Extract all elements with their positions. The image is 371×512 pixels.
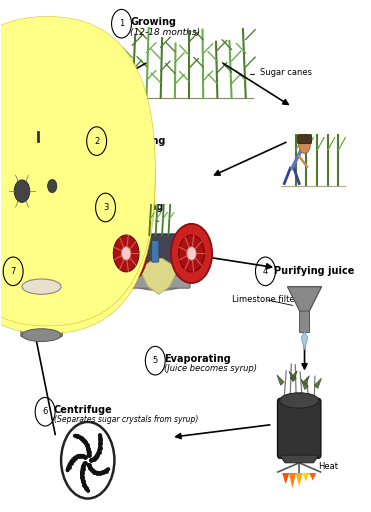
- FancyBboxPatch shape: [21, 285, 62, 337]
- Circle shape: [171, 224, 212, 283]
- Polygon shape: [302, 376, 309, 386]
- Polygon shape: [280, 455, 319, 463]
- FancyBboxPatch shape: [30, 144, 46, 162]
- Ellipse shape: [280, 393, 319, 408]
- Polygon shape: [288, 287, 322, 312]
- Ellipse shape: [22, 279, 61, 294]
- Circle shape: [122, 247, 131, 260]
- Text: 3: 3: [103, 203, 108, 212]
- Circle shape: [14, 180, 30, 202]
- Text: (Juice becomes syrup): (Juice becomes syrup): [164, 365, 257, 373]
- Text: (12-18 months): (12-18 months): [130, 28, 201, 37]
- Text: Sugar canes: Sugar canes: [102, 210, 159, 221]
- Circle shape: [61, 422, 114, 499]
- FancyBboxPatch shape: [58, 162, 71, 186]
- FancyBboxPatch shape: [0, 24, 155, 334]
- FancyBboxPatch shape: [298, 135, 312, 144]
- Polygon shape: [290, 371, 297, 381]
- Text: 4: 4: [263, 267, 268, 276]
- Polygon shape: [302, 473, 309, 481]
- FancyBboxPatch shape: [299, 311, 309, 333]
- Ellipse shape: [22, 329, 61, 342]
- Polygon shape: [314, 378, 321, 389]
- Circle shape: [179, 235, 204, 272]
- FancyBboxPatch shape: [6, 154, 49, 187]
- Polygon shape: [301, 332, 308, 350]
- Text: Heat: Heat: [318, 462, 338, 472]
- Circle shape: [44, 174, 61, 198]
- Circle shape: [47, 179, 57, 193]
- Text: Harvesting: Harvesting: [105, 136, 166, 146]
- Text: Limestone filter: Limestone filter: [232, 295, 298, 306]
- FancyBboxPatch shape: [26, 137, 48, 166]
- Circle shape: [9, 172, 36, 210]
- Circle shape: [114, 235, 139, 272]
- Polygon shape: [139, 259, 178, 294]
- Polygon shape: [301, 379, 308, 390]
- FancyBboxPatch shape: [140, 234, 177, 275]
- Text: 1: 1: [119, 19, 124, 28]
- Circle shape: [105, 224, 147, 283]
- Text: 6: 6: [42, 407, 48, 416]
- Text: 7: 7: [10, 267, 16, 276]
- Text: Juice: Juice: [104, 271, 132, 280]
- Text: Purifying juice: Purifying juice: [274, 266, 355, 276]
- Polygon shape: [289, 371, 296, 381]
- Polygon shape: [309, 473, 316, 481]
- Circle shape: [299, 137, 310, 154]
- FancyBboxPatch shape: [152, 241, 159, 262]
- FancyBboxPatch shape: [278, 398, 321, 458]
- Text: Growing: Growing: [130, 16, 176, 27]
- Text: 5: 5: [152, 356, 158, 365]
- Text: Sugar canes: Sugar canes: [250, 68, 312, 77]
- Text: Centrifuge: Centrifuge: [54, 404, 113, 415]
- Text: (Separates sugar crystals from syrup): (Separates sugar crystals from syrup): [54, 415, 198, 424]
- Polygon shape: [296, 473, 303, 486]
- Text: Crushing: Crushing: [114, 202, 164, 212]
- Text: Sugar: Sugar: [53, 267, 91, 282]
- Circle shape: [187, 247, 196, 260]
- Text: Drying and cooling: Drying and cooling: [22, 266, 126, 276]
- Polygon shape: [277, 375, 284, 385]
- FancyBboxPatch shape: [128, 270, 190, 288]
- FancyBboxPatch shape: [0, 16, 155, 326]
- Text: 2: 2: [94, 137, 99, 145]
- Polygon shape: [282, 473, 289, 484]
- Polygon shape: [289, 473, 296, 488]
- Text: Evaporating: Evaporating: [164, 354, 231, 364]
- Ellipse shape: [128, 267, 190, 290]
